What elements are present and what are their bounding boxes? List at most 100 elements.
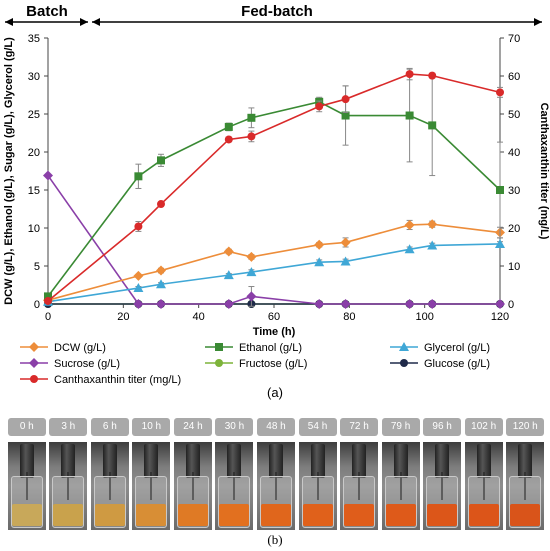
y-right-tick-label: 40 — [508, 147, 520, 159]
data-point — [133, 283, 144, 293]
data-point — [496, 186, 504, 194]
y-right-tick-label: 0 — [508, 299, 514, 311]
data-point — [314, 257, 325, 267]
timepoint-tile: 102 h — [464, 418, 503, 530]
data-point — [405, 70, 414, 79]
batch-label: Batch — [26, 3, 68, 20]
fed-batch-label: Fed-batch — [241, 3, 313, 20]
x-ticks: 0 20 40 60 80 100 120 — [45, 304, 509, 323]
data-point — [133, 270, 144, 281]
data-point — [405, 111, 414, 120]
data-point — [340, 299, 351, 309]
data-point — [427, 240, 438, 250]
culture-broth — [302, 504, 333, 526]
x-tick-label: 60 — [268, 311, 280, 323]
legend-swatch-marker — [400, 359, 408, 367]
series-line — [47, 73, 501, 302]
culture-broth — [11, 504, 42, 526]
series-sucrose-g-l — [43, 170, 505, 309]
data-point — [44, 292, 52, 301]
data-point — [495, 238, 505, 248]
data-point — [157, 156, 165, 165]
x-tick-label: 40 — [193, 311, 205, 323]
panel-a-label: (a) — [267, 385, 283, 400]
timepoint-tile: 48 h — [257, 418, 295, 530]
data-point — [314, 299, 325, 309]
y-right-tick-label: 60 — [508, 71, 520, 83]
x-tick-label: 20 — [117, 311, 129, 323]
data-point — [341, 95, 350, 104]
legend-swatch-marker — [399, 342, 409, 351]
y-left-tick-label: 0 — [34, 299, 40, 311]
batch-arrow-head-left — [5, 18, 13, 26]
timepoint-tile: 0 h — [7, 418, 46, 530]
timepoint-tile: 54 h — [298, 418, 337, 530]
legend-swatch-marker — [30, 375, 38, 383]
x-tick-label: 100 — [415, 311, 433, 323]
culture-broth — [219, 504, 250, 526]
bioreactor-photo — [381, 442, 420, 530]
timepoint-label: 10 h — [132, 418, 171, 436]
bioreactor-photo — [464, 442, 503, 530]
culture-broth — [427, 504, 458, 526]
data-point — [43, 170, 53, 181]
data-point — [340, 237, 351, 248]
bioreactor-photo — [298, 442, 337, 530]
series-canthaxanthin-titer-mg-l — [44, 67, 504, 305]
y-left-tick-label: 5 — [34, 261, 40, 273]
data-point — [314, 239, 325, 250]
data-point — [223, 270, 234, 280]
y-right-tick-label: 70 — [508, 33, 520, 45]
culture-broth — [344, 504, 375, 526]
y-left-tick-label: 10 — [28, 223, 40, 235]
timepoint-tile: 120 h — [506, 418, 545, 530]
data-point — [44, 296, 52, 305]
timepoint-label: 79 h — [381, 418, 420, 436]
y-left-tick-label: 15 — [28, 185, 40, 197]
legend: DCW (g/L) Ethanol (g/L) Glycerol (g/L) Sucr… — [20, 342, 490, 386]
bioreactor-photo — [506, 442, 545, 530]
fed-batch-arrow-head-left — [92, 18, 100, 26]
fed-batch-arrow-head-right — [534, 18, 542, 26]
y-right-tick-label: 50 — [508, 109, 520, 121]
data-point — [427, 299, 438, 309]
y-axis-left-label: DCW (g/L), Ethanol (g/L), Sugar (g/L), G… — [3, 37, 15, 305]
timepoint-label: 0 h — [7, 418, 46, 436]
y-right-tick-label: 30 — [508, 185, 520, 197]
culture-broth — [136, 504, 167, 526]
series-line — [47, 175, 500, 305]
data-point — [156, 265, 166, 276]
culture-broth — [261, 504, 291, 526]
y-left-tick-label: 35 — [28, 33, 40, 45]
y-ticks-left: 0 5 10 15 20 25 30 35 — [28, 33, 48, 311]
data-point — [156, 279, 166, 289]
culture-broth — [510, 504, 541, 526]
timepoint-label: 54 h — [298, 418, 337, 436]
timepoint-tile: 24 h — [173, 418, 212, 530]
legend-item: Ethanol (g/L) — [205, 342, 302, 354]
series-glycerol-g-l — [43, 238, 505, 306]
panel-b-label: (b) — [267, 532, 283, 547]
timepoint-label: 120 h — [506, 418, 545, 436]
timepoint-label: 3 h — [49, 418, 88, 436]
timepoint-tile: 72 h — [340, 418, 379, 530]
y-left-tick-label: 20 — [28, 147, 40, 159]
data-point — [404, 299, 415, 309]
bioreactor-photo — [7, 442, 46, 530]
legend-swatch-marker — [29, 358, 39, 368]
series-line — [47, 223, 501, 301]
timepoint-label: 30 h — [215, 418, 254, 436]
culture-broth — [385, 504, 416, 526]
legend-label: Glucose (g/L) — [424, 358, 490, 370]
data-point — [223, 246, 234, 257]
x-tick-label: 80 — [343, 311, 355, 323]
culture-broth — [53, 504, 84, 526]
x-tick-label: 120 — [491, 311, 509, 323]
timepoint-label: 6 h — [90, 418, 129, 436]
timepoint-tile: 79 h — [381, 418, 420, 530]
legend-item: Glucose (g/L) — [390, 358, 490, 370]
timepoint-tile: 3 h — [49, 418, 88, 530]
data-point — [315, 102, 324, 111]
timepoint-tile: 30 h — [215, 418, 254, 530]
